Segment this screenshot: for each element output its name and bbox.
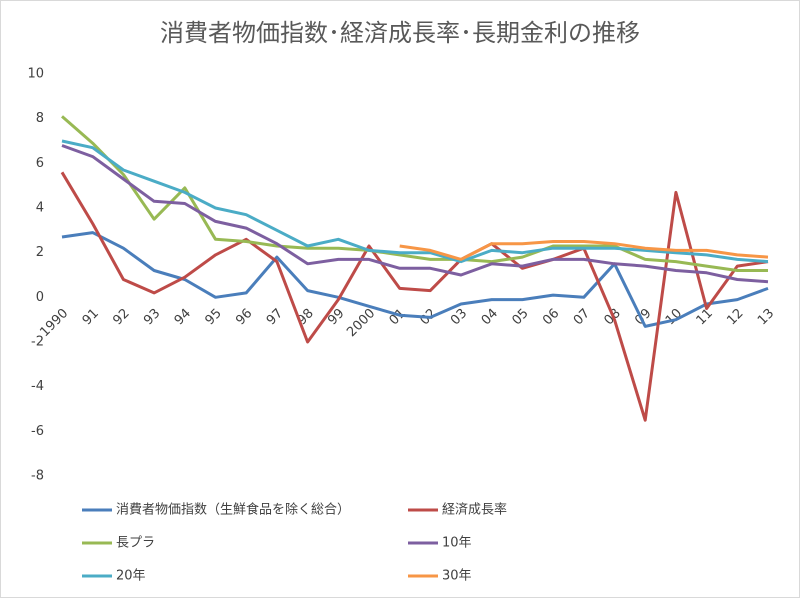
- series-line: [399, 240, 769, 261]
- series-line: [61, 144, 769, 284]
- y-tick-label: -6: [31, 424, 44, 439]
- y-tick-label: -4: [31, 379, 44, 394]
- chart-title: 消費者物価指数･経済成長率･長期金利の推移: [160, 19, 640, 47]
- y-tick-label: -8: [31, 469, 44, 484]
- legend-label: 長プラ: [116, 536, 155, 551]
- y-tick-label: -2: [31, 335, 44, 350]
- y-tick-label: 8: [36, 111, 44, 126]
- y-tick-label: 4: [36, 201, 44, 216]
- legend-label: 消費者物価指数（生鮮食品を除く総合）: [116, 502, 350, 518]
- series-line: [61, 139, 769, 264]
- legend-label: 20年: [116, 569, 146, 584]
- series-line: [61, 231, 769, 328]
- legend-label: 30年: [442, 569, 472, 584]
- y-tick-label: 10: [27, 67, 44, 82]
- y-tick-label: 0: [36, 290, 44, 305]
- legend-label: 経済成長率: [442, 502, 507, 518]
- series-line: [61, 115, 768, 272]
- y-tick-label: 6: [36, 156, 44, 171]
- y-tick-label: 2: [36, 245, 44, 260]
- legend-label: 10年: [442, 536, 472, 551]
- series-line: [60, 171, 769, 422]
